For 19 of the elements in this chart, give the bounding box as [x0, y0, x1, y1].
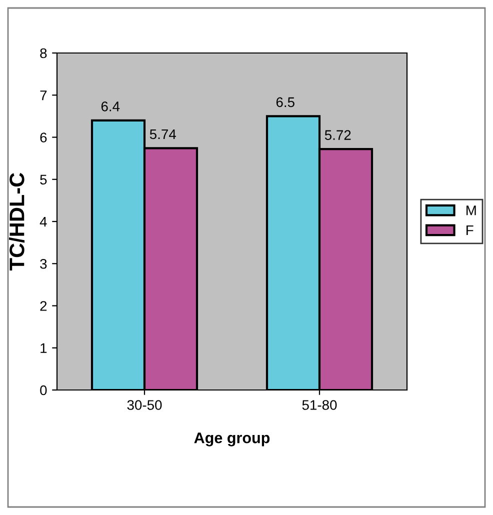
legend-label: M	[466, 206, 476, 216]
data-label: 6.4	[101, 102, 120, 112]
legend-label: F	[466, 225, 474, 236]
x-tick-label: 51-80	[302, 400, 337, 410]
y-tick-label: 2	[40, 301, 47, 311]
y-tick-label: 7	[40, 90, 47, 100]
x-tick-label: 30-50	[127, 400, 162, 410]
y-tick-label: 6	[40, 132, 47, 142]
y-tick-label: 3	[40, 258, 47, 269]
y-tick-label: 5	[40, 174, 47, 185]
y-tick-label: 1	[40, 343, 47, 353]
x-axis-title: Age group	[194, 432, 270, 446]
y-axis-title: TC/HDL-C	[9, 172, 25, 270]
y-tick-label: 8	[40, 48, 47, 58]
data-label: 6.5	[276, 97, 294, 108]
data-label: 5.74	[150, 129, 176, 140]
data-label: 5.72	[324, 130, 351, 140]
y-tick-label: 0	[40, 385, 47, 396]
y-tick-label: 4	[40, 216, 47, 227]
